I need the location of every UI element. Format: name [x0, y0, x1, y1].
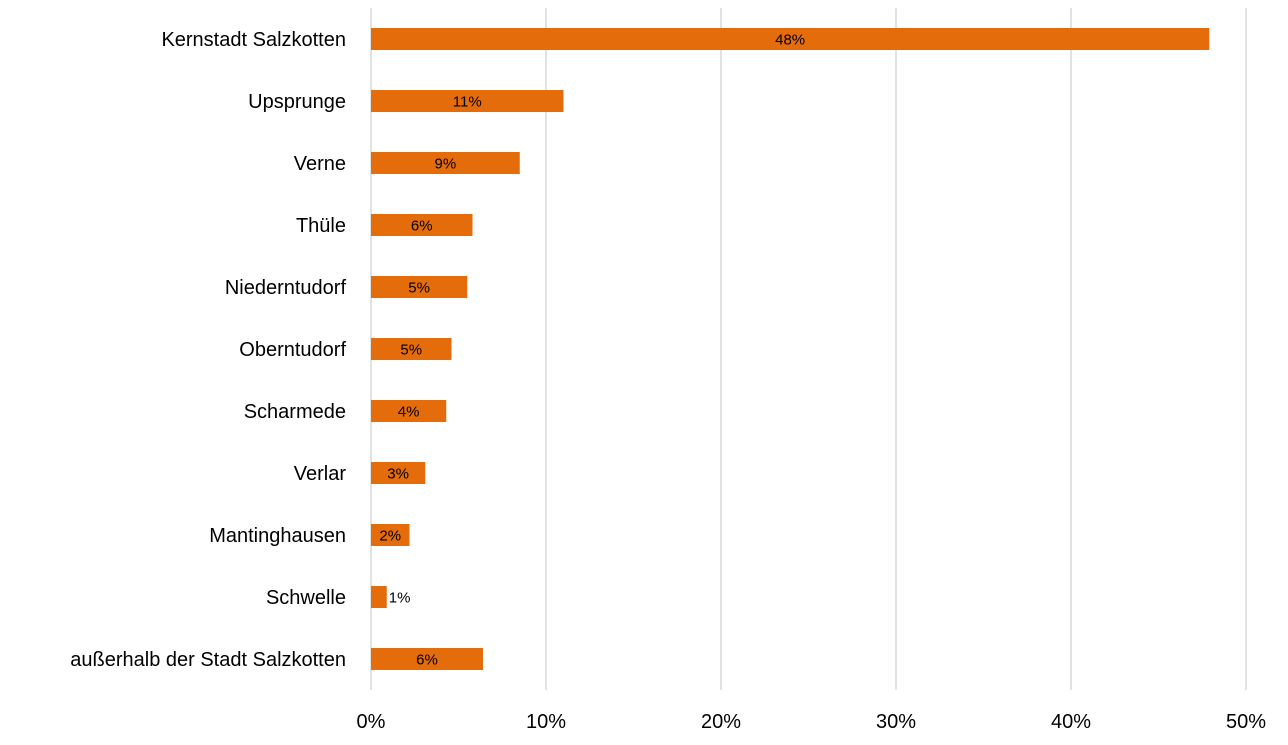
category-label: Scharmede: [244, 401, 346, 423]
bar: [371, 586, 387, 608]
bar: [371, 90, 564, 112]
x-tick-label: 0%: [357, 711, 386, 733]
data-label: 5%: [408, 280, 430, 297]
bar: [371, 648, 483, 670]
bar: [371, 28, 1210, 50]
category-label: Niederntudorf: [225, 277, 347, 299]
x-tick-label: 40%: [1051, 711, 1091, 733]
bar: [371, 524, 410, 546]
category-label: Oberntudorf: [239, 339, 346, 361]
category-label: Thüle: [296, 215, 346, 237]
category-label: Mantinghausen: [209, 525, 346, 547]
bars: [371, 28, 1210, 670]
x-tick-label: 10%: [526, 711, 566, 733]
category-label: außerhalb der Stadt Salzkotten: [70, 649, 346, 671]
bar: [371, 338, 452, 360]
bar: [371, 400, 447, 422]
data-label: 6%: [416, 652, 438, 669]
x-tick-label: 50%: [1226, 711, 1266, 733]
data-label: 1%: [389, 590, 411, 607]
data-label: 11%: [453, 94, 482, 111]
data-labels: 48% 11% 9% 6% 5% 5% 4% 3% 2% 1% 6%: [379, 32, 805, 669]
category-label: Schwelle: [266, 587, 346, 609]
category-label: Verne: [294, 153, 346, 175]
bar: [371, 462, 426, 484]
data-label: 9%: [435, 156, 457, 173]
data-label: 6%: [411, 218, 433, 235]
x-axis-tick-labels: 0% 10% 20% 30% 40% 50%: [357, 711, 1267, 733]
category-label: Kernstadt Salzkotten: [161, 29, 346, 51]
data-label: 48%: [775, 32, 805, 49]
category-labels: Kernstadt Salzkotten Upsprunge Verne Thüle N…: [70, 29, 346, 671]
data-label: 3%: [387, 466, 409, 483]
data-label: 4%: [398, 404, 420, 421]
x-tick-label: 30%: [876, 711, 916, 733]
bar: [371, 214, 473, 236]
data-label: 2%: [379, 528, 401, 545]
bar: [371, 276, 468, 298]
x-tick-label: 20%: [701, 711, 741, 733]
gridlines: [370, 8, 1247, 690]
category-label: Verlar: [294, 463, 347, 485]
data-label: 5%: [400, 342, 422, 359]
bar: [371, 152, 520, 174]
category-label: Upsprunge: [248, 91, 346, 113]
